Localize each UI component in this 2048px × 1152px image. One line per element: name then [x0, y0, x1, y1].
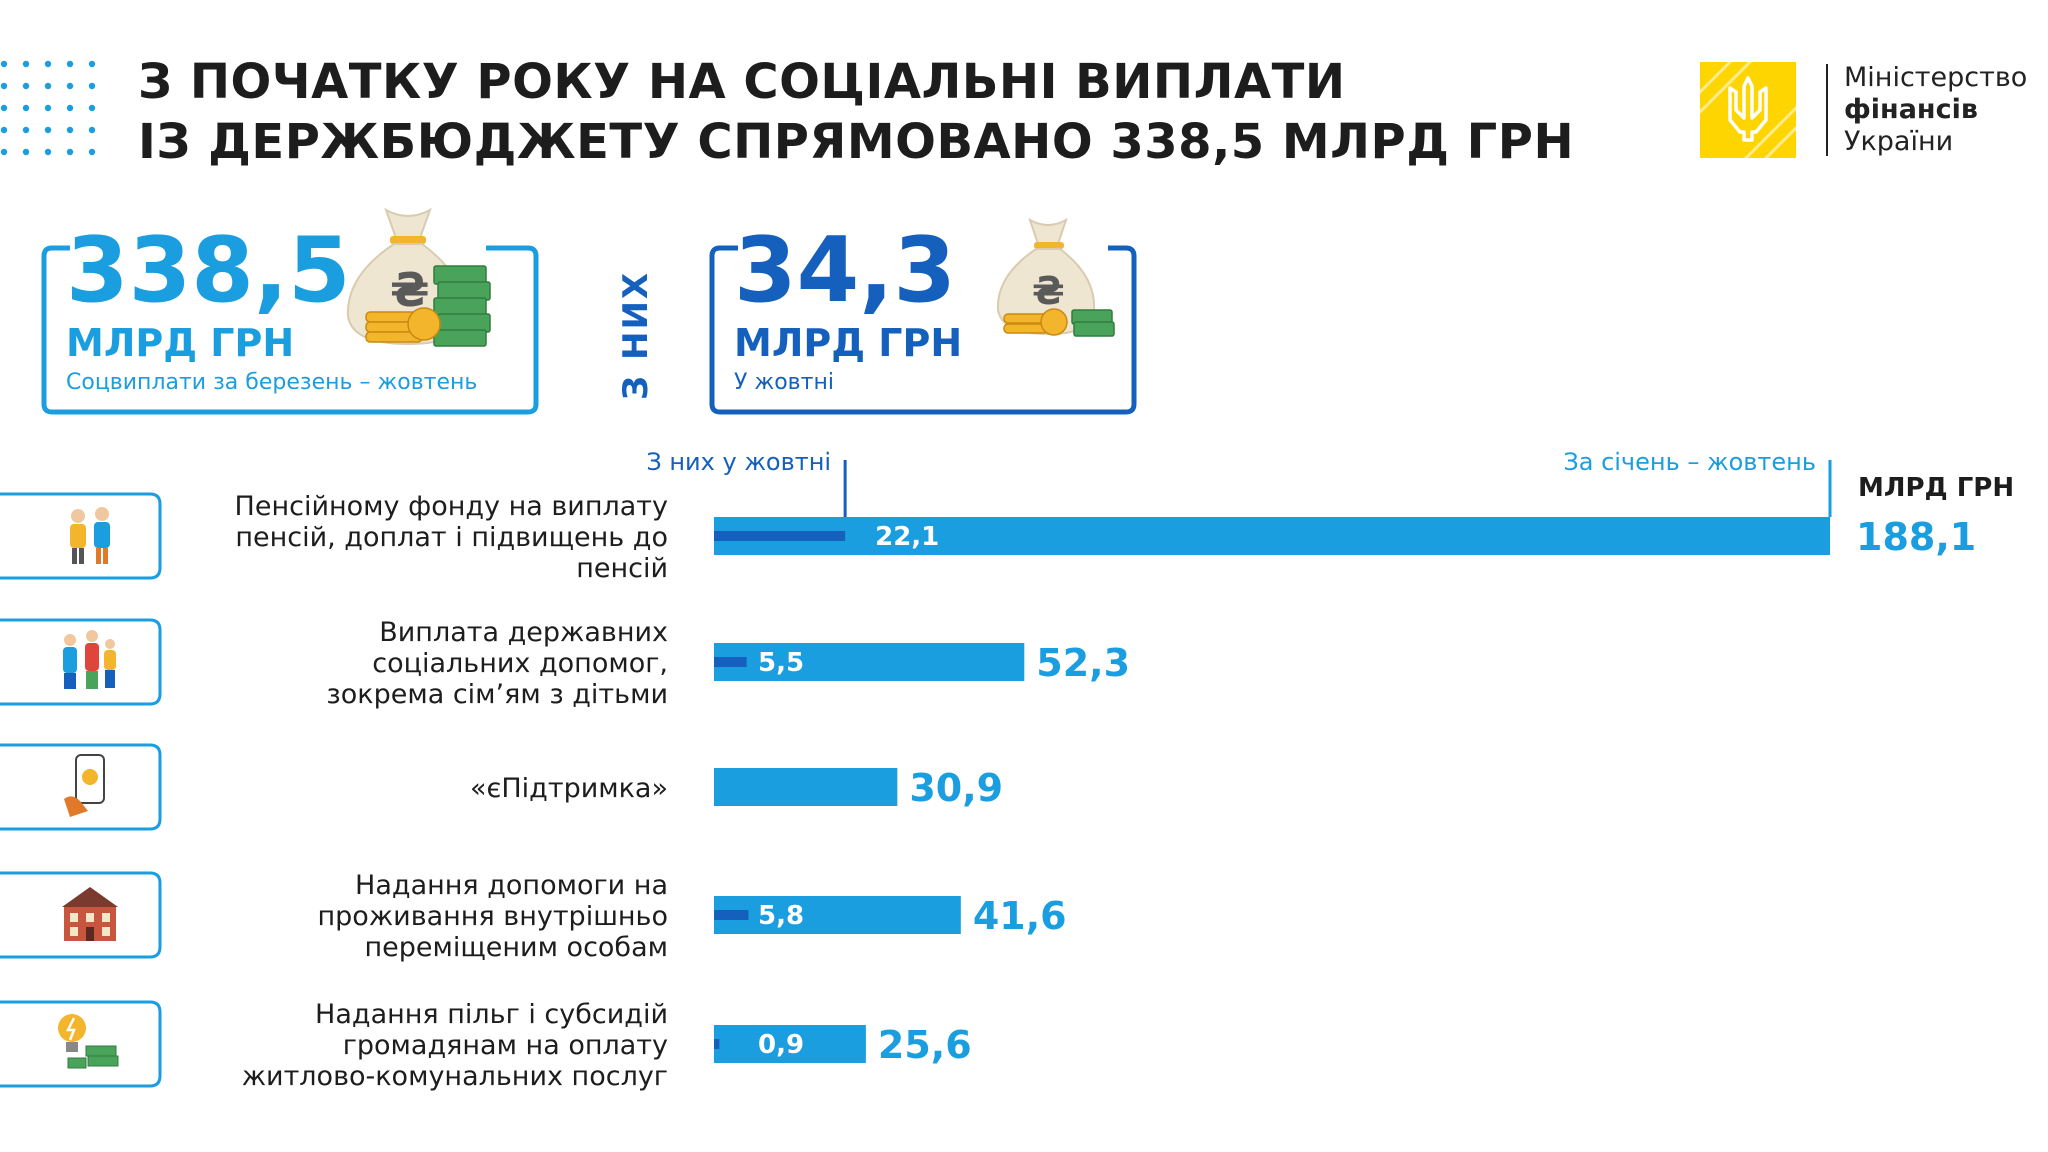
bar-october	[714, 657, 747, 667]
row-icon-frame	[0, 743, 162, 831]
category-label: Надання пільг і субсидій	[315, 999, 668, 1030]
trident-logo-icon	[1700, 62, 1796, 158]
ministry-name-line-1: Міністерство	[1844, 62, 2028, 93]
bar-october-value-label: 5,5	[758, 648, 804, 678]
phone-payment-icon	[64, 754, 105, 817]
bar-total	[714, 517, 1830, 555]
elderly-couple-icon	[70, 507, 110, 564]
row-icon-frame	[0, 871, 162, 959]
ministry-name-line-2: фінансів	[1844, 94, 1978, 125]
row-icon-frame	[0, 1000, 162, 1088]
category-label: пенсій	[576, 553, 668, 584]
of-which-label: З НИХ	[616, 270, 656, 400]
category-label: житлово-комунальних послуг	[242, 1061, 668, 1092]
bar-october	[714, 910, 749, 920]
total-unit: МЛРД ГРН	[66, 321, 295, 365]
family-icon	[63, 630, 116, 689]
october-unit: МЛРД ГРН	[734, 321, 963, 365]
bar-october-value-label: 5,8	[758, 901, 804, 931]
bar-october-value-label: 0,9	[758, 1030, 804, 1060]
bar-total-value-label: 188,1	[1856, 515, 1976, 559]
total-value: 338,5	[66, 218, 351, 323]
row-icon-frame	[0, 618, 162, 706]
lightbulb-money-icon	[58, 1014, 119, 1069]
bar-total-value-label: 41,6	[973, 894, 1067, 938]
category-label: Пенсійному фонду на виплату	[235, 491, 668, 522]
total-card-frame	[41, 245, 539, 415]
category-label: Виплата державних	[379, 617, 668, 648]
bar-total-value-label: 30,9	[909, 766, 1003, 810]
unit-label: МЛРД ГРН	[1858, 473, 2014, 503]
money-bag-icon: ₴	[346, 207, 491, 347]
category-label: «єПідтримка»	[470, 773, 668, 804]
ministry-name-line-3: України	[1844, 126, 1954, 157]
bar-total	[714, 1025, 866, 1063]
page-title: З ПОЧАТКУ РОКУ НА СОЦІАЛЬНІ ВИПЛАТИ ІЗ Д…	[138, 52, 1574, 172]
bar-october	[714, 1039, 720, 1049]
bar-chart: З них у жовтні За січень – жовтень МЛРД ГР…	[0, 448, 2014, 1092]
total-marker-label: За січень – жовтень	[1563, 448, 1816, 476]
category-label: переміщеним особам	[364, 932, 668, 963]
ministry-name: Міністерство фінансів України	[1844, 62, 2027, 158]
october-caption: У жовтні	[734, 370, 834, 395]
row-icon-frame	[0, 492, 162, 580]
category-label: пенсій, доплат і підвищень до	[235, 522, 668, 553]
bar-october-value-label: 22,1	[875, 522, 939, 552]
october-value: 34,3	[734, 218, 957, 323]
title-line-2: ІЗ ДЕРЖБЮДЖЕТУ СПРЯМОВАНО 338,5 МЛРД ГРН	[138, 114, 1575, 170]
category-label: зокрема сім’ям з дітьми	[326, 679, 668, 710]
category-label: соціальних допомог,	[372, 648, 668, 679]
october-card-frame	[709, 245, 1137, 415]
bar-total-value-label: 25,6	[878, 1023, 972, 1067]
bar-total	[714, 896, 961, 934]
category-label: громадянам на оплату	[343, 1030, 668, 1061]
bar-total	[714, 643, 1025, 681]
title-line-1: З ПОЧАТКУ РОКУ НА СОЦІАЛЬНІ ВИПЛАТИ	[138, 54, 1346, 110]
october-marker-label: З них у жовтні	[646, 448, 831, 476]
total-caption: Соцвиплати за березень – жовтень	[66, 370, 478, 395]
bar-total-value-label: 52,3	[1036, 641, 1130, 685]
bar-total	[714, 768, 898, 806]
category-label: проживання внутрішньо	[318, 901, 668, 932]
bar-october	[714, 531, 846, 541]
category-label: Надання допомоги на	[355, 870, 668, 901]
dot-grid-decoration	[0, 60, 96, 156]
house-icon	[62, 887, 118, 941]
svg-text:₴: ₴	[1032, 269, 1065, 313]
money-bag-small-icon: ₴	[996, 217, 1115, 337]
logo-divider	[1826, 64, 1828, 156]
